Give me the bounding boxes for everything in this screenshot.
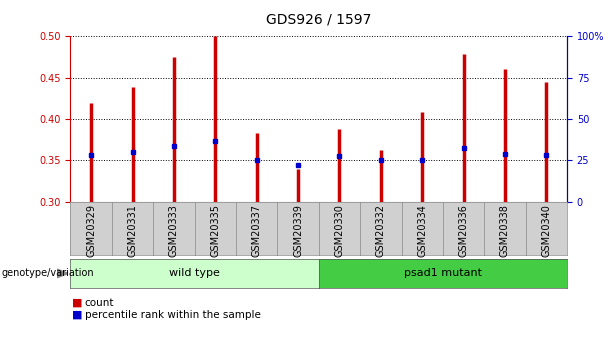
Text: GSM20332: GSM20332: [376, 205, 386, 257]
Text: GSM20339: GSM20339: [293, 205, 303, 257]
Text: GSM20340: GSM20340: [541, 205, 551, 257]
Text: GSM20335: GSM20335: [210, 205, 220, 257]
Text: GSM20338: GSM20338: [500, 205, 510, 257]
Text: GSM20337: GSM20337: [252, 205, 262, 257]
Text: ■: ■: [72, 298, 83, 308]
Text: GSM20329: GSM20329: [86, 205, 96, 257]
Text: percentile rank within the sample: percentile rank within the sample: [85, 310, 261, 319]
Text: GSM20333: GSM20333: [169, 205, 179, 257]
Text: GSM20330: GSM20330: [335, 205, 345, 257]
Text: wild type: wild type: [169, 268, 220, 278]
Text: GSM20334: GSM20334: [417, 205, 427, 257]
Text: GSM20331: GSM20331: [128, 205, 137, 257]
Text: ■: ■: [72, 310, 83, 319]
Text: GSM20336: GSM20336: [459, 205, 468, 257]
Text: GDS926 / 1597: GDS926 / 1597: [266, 12, 371, 26]
Text: genotype/variation: genotype/variation: [1, 268, 94, 278]
Text: count: count: [85, 298, 114, 308]
Polygon shape: [57, 269, 68, 278]
Text: psad1 mutant: psad1 mutant: [404, 268, 482, 278]
